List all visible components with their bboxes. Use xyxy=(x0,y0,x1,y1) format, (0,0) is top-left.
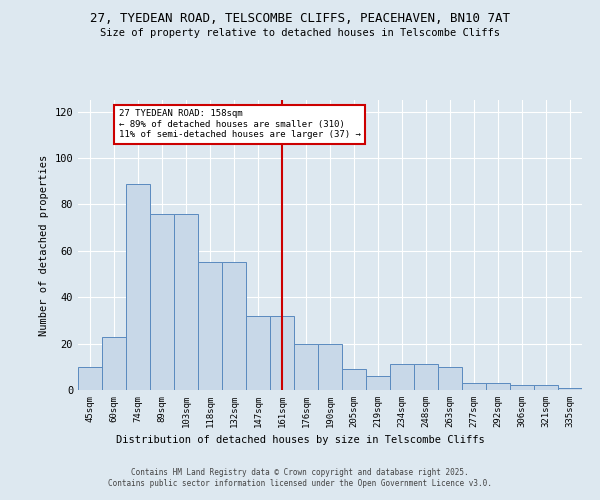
Bar xyxy=(534,386,558,390)
Text: Contains HM Land Registry data © Crown copyright and database right 2025.
Contai: Contains HM Land Registry data © Crown c… xyxy=(108,468,492,487)
Bar xyxy=(390,364,414,390)
Bar xyxy=(318,344,342,390)
Bar xyxy=(270,316,294,390)
Bar xyxy=(150,214,174,390)
Bar xyxy=(462,383,486,390)
Y-axis label: Number of detached properties: Number of detached properties xyxy=(39,154,49,336)
Bar xyxy=(414,364,438,390)
Bar xyxy=(174,214,198,390)
Bar xyxy=(198,262,222,390)
Bar xyxy=(510,386,534,390)
Bar xyxy=(438,367,462,390)
Bar xyxy=(102,336,126,390)
Bar xyxy=(342,369,366,390)
Bar xyxy=(486,383,510,390)
Bar xyxy=(246,316,270,390)
Bar xyxy=(294,344,318,390)
Bar xyxy=(126,184,150,390)
Text: 27, TYEDEAN ROAD, TELSCOMBE CLIFFS, PEACEHAVEN, BN10 7AT: 27, TYEDEAN ROAD, TELSCOMBE CLIFFS, PEAC… xyxy=(90,12,510,26)
Bar xyxy=(222,262,246,390)
Text: Distribution of detached houses by size in Telscombe Cliffs: Distribution of detached houses by size … xyxy=(116,435,484,445)
Bar xyxy=(558,388,582,390)
Bar xyxy=(366,376,390,390)
Text: Size of property relative to detached houses in Telscombe Cliffs: Size of property relative to detached ho… xyxy=(100,28,500,38)
Text: 27 TYEDEAN ROAD: 158sqm
← 89% of detached houses are smaller (310)
11% of semi-d: 27 TYEDEAN ROAD: 158sqm ← 89% of detache… xyxy=(119,110,361,139)
Bar xyxy=(78,367,102,390)
